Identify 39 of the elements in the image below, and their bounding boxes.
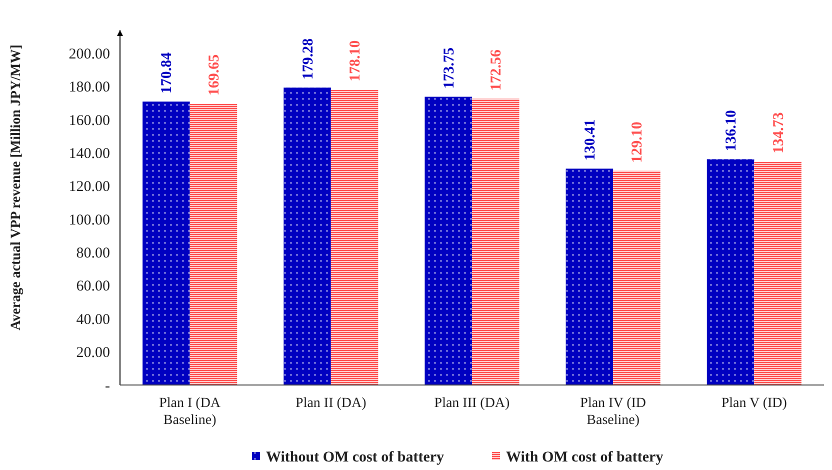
bar [190,104,238,385]
x-tick-label: Plan III (DA) [434,396,510,411]
data-label: 173.75 [441,48,458,89]
bar [424,96,472,385]
legend-label: With OM cost of battery [506,449,664,466]
y-tick-label: - [105,378,110,394]
x-tick-label: Plan I (DA Baseline) [159,396,222,428]
data-label: 134.73 [770,112,787,154]
bar [472,98,520,385]
x-tick-label: Plan IV (ID Baseline) [580,396,646,428]
bar [754,162,802,385]
data-label: 130.41 [582,119,598,161]
bar [613,170,660,385]
bar [566,168,614,385]
x-tick-label: Plan V (ID) [721,396,788,411]
data-label: 136.10 [724,110,740,152]
data-label: 172.56 [488,48,505,91]
legend-label: Without OM cost of battery [266,449,445,466]
bar [706,159,754,385]
y-tick-label: 200.00 [68,46,110,62]
data-label: 129.10 [630,122,646,163]
y-tick-label: 100.00 [68,212,110,228]
bar [142,102,190,385]
y-tick-label: 160.00 [68,112,110,129]
y-tick-label: 120.00 [68,179,110,196]
bar [284,88,331,385]
y-axis-title: Average actual VPP revenue [Million JPY/MW] [9,44,24,330]
y-tick-label: 40.00 [76,312,110,328]
y-tick-label: 140.00 [68,146,110,162]
data-label: 179.28 [300,38,316,80]
y-tick-label: 20.00 [76,345,110,362]
data-label: 170.84 [159,52,176,94]
data-label: 178.10 [348,40,364,82]
y-tick-label: 60.00 [76,278,110,295]
x-tick-label: Plan II (DA) [296,396,367,411]
y-tick-label: 180.00 [68,80,110,96]
y-tick-label: 80.00 [76,246,110,262]
bar [330,90,378,385]
data-label: 169.65 [206,54,222,96]
